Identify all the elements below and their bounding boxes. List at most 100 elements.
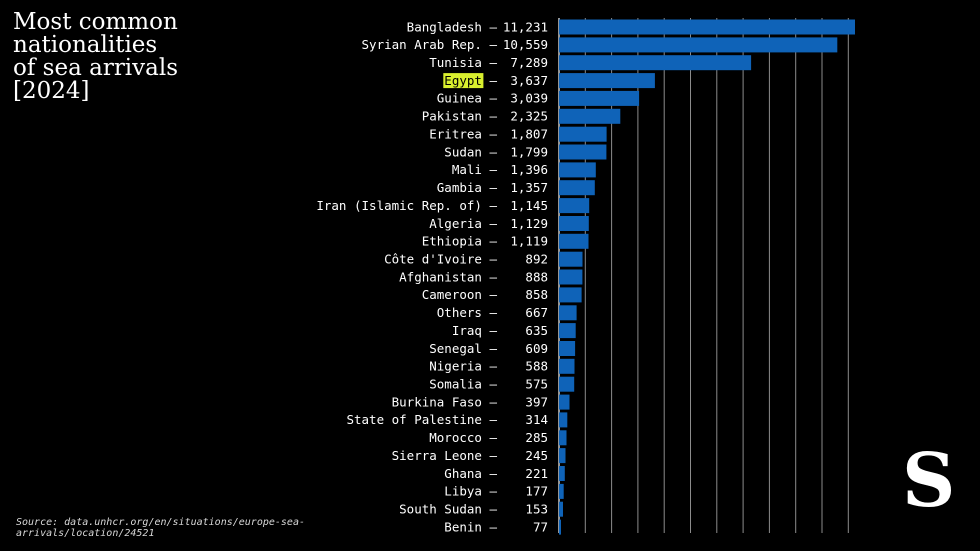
bar-10 bbox=[559, 198, 590, 214]
category-dash-3: – bbox=[482, 73, 498, 88]
value-label-10: 1,145 bbox=[510, 198, 548, 213]
chart-title-line-4: [2024] bbox=[13, 78, 90, 104]
category-name-28: Benin bbox=[444, 519, 482, 534]
category-name-22: State of Palestine bbox=[346, 412, 481, 427]
bar-1 bbox=[559, 37, 838, 53]
chart-title: Most common nationalities of sea arrival… bbox=[13, 11, 243, 103]
category-label-23: Morocco – bbox=[429, 430, 497, 445]
bar-25 bbox=[559, 466, 565, 481]
category-dash-10: – bbox=[482, 198, 498, 213]
category-name-23: Morocco bbox=[429, 430, 482, 445]
source-note: Source: data.unhcr.org/en/situations/eur… bbox=[16, 517, 305, 539]
category-name-10: Iran (Islamic Rep. of) bbox=[316, 198, 482, 213]
value-label-23: 285 bbox=[525, 430, 548, 445]
category-name-20: Somalia bbox=[429, 377, 482, 392]
category-dash-4: – bbox=[482, 91, 498, 106]
category-label-16: Others – bbox=[437, 305, 498, 320]
value-label-2: 7,289 bbox=[510, 55, 548, 70]
value-label-17: 635 bbox=[525, 323, 548, 338]
category-name-19: Nigeria bbox=[429, 359, 482, 374]
value-label-4: 3,039 bbox=[510, 91, 548, 106]
bar-14 bbox=[559, 269, 583, 285]
category-label-26: Libya – bbox=[444, 484, 497, 499]
value-label-3: 3,637 bbox=[510, 73, 548, 88]
category-label-10: Iran (Islamic Rep. of) – bbox=[316, 198, 497, 213]
category-dash-26: – bbox=[482, 484, 498, 499]
category-label-22: State of Palestine – bbox=[346, 412, 497, 427]
value-label-9: 1,357 bbox=[510, 180, 548, 195]
category-dash-15: – bbox=[482, 287, 498, 302]
category-name-1: Syrian Arab Rep. bbox=[362, 37, 482, 52]
bars bbox=[559, 19, 855, 535]
category-name-3: Egypt bbox=[444, 73, 482, 88]
highlight-box bbox=[443, 73, 484, 89]
category-label-7: Sudan – bbox=[444, 144, 497, 159]
value-label-0: 11,231 bbox=[503, 19, 548, 34]
category-label-9: Gambia – bbox=[437, 180, 498, 195]
category-name-9: Gambia bbox=[437, 180, 482, 195]
bar-6 bbox=[559, 126, 607, 142]
category-dash-1: – bbox=[482, 37, 498, 52]
value-label-11: 1,129 bbox=[510, 216, 548, 231]
category-dash-7: – bbox=[482, 144, 498, 159]
category-label-3: Egypt – bbox=[444, 73, 497, 88]
value-label-13: 892 bbox=[525, 252, 548, 267]
bar-22 bbox=[559, 412, 568, 428]
category-name-14: Afghanistan bbox=[399, 269, 482, 284]
category-name-15: Cameroon bbox=[422, 287, 482, 302]
category-label-8: Mali – bbox=[452, 162, 498, 177]
value-label-15: 858 bbox=[525, 287, 548, 302]
category-dash-28: – bbox=[482, 519, 498, 534]
category-dash-19: – bbox=[482, 359, 498, 374]
category-name-6: Eritrea bbox=[429, 127, 482, 142]
category-label-21: Burkina Faso – bbox=[392, 394, 498, 409]
category-dash-14: – bbox=[482, 269, 498, 284]
category-dash-2: – bbox=[482, 55, 498, 70]
category-dash-27: – bbox=[482, 502, 498, 517]
category-name-26: Libya bbox=[444, 484, 482, 499]
category-dash-0: – bbox=[482, 19, 498, 34]
category-label-1: Syrian Arab Rep. – bbox=[362, 37, 498, 52]
value-label-24: 245 bbox=[525, 448, 548, 463]
category-name-16: Others bbox=[437, 305, 482, 320]
category-name-4: Guinea bbox=[437, 91, 482, 106]
category-dash-23: – bbox=[482, 430, 498, 445]
category-dash-8: – bbox=[482, 162, 498, 177]
category-name-5: Pakistan bbox=[422, 109, 482, 124]
bar-23 bbox=[559, 430, 567, 446]
category-label-20: Somalia – bbox=[429, 377, 497, 392]
value-label-18: 609 bbox=[525, 341, 548, 356]
category-label-0: Bangladesh – bbox=[407, 19, 498, 34]
bar-2 bbox=[559, 55, 752, 71]
category-name-2: Tunisia bbox=[429, 55, 482, 70]
value-label-28: 77 bbox=[533, 519, 548, 534]
category-dash-22: – bbox=[482, 412, 498, 427]
bar-18 bbox=[559, 341, 576, 356]
chart-title-line-2: nationalities bbox=[13, 32, 158, 58]
gridlines bbox=[558, 18, 849, 533]
value-label-8: 1,396 bbox=[510, 162, 548, 177]
category-name-0: Bangladesh bbox=[407, 19, 482, 34]
bar-3 bbox=[559, 73, 655, 89]
category-label-25: Ghana – bbox=[444, 466, 497, 481]
category-dash-18: – bbox=[482, 341, 498, 356]
category-label-13: Côte d'Ivoire – bbox=[384, 252, 497, 267]
category-name-11: Algeria bbox=[429, 216, 482, 231]
bar-8 bbox=[559, 162, 596, 178]
category-label-11: Algeria – bbox=[429, 216, 497, 231]
category-label-24: Sierra Leone – bbox=[392, 448, 498, 463]
bar-4 bbox=[559, 90, 640, 106]
value-label-7: 1,799 bbox=[510, 144, 548, 159]
category-label-5: Pakistan – bbox=[422, 109, 498, 124]
category-name-24: Sierra Leone bbox=[392, 448, 482, 463]
publisher-logo: S bbox=[902, 438, 956, 524]
category-dash-5: – bbox=[482, 109, 498, 124]
value-label-20: 575 bbox=[525, 377, 548, 392]
category-dash-17: – bbox=[482, 323, 498, 338]
category-dash-6: – bbox=[482, 127, 498, 142]
value-label-5: 2,325 bbox=[510, 109, 548, 124]
bar-7 bbox=[559, 144, 607, 160]
category-label-19: Nigeria – bbox=[429, 359, 497, 374]
